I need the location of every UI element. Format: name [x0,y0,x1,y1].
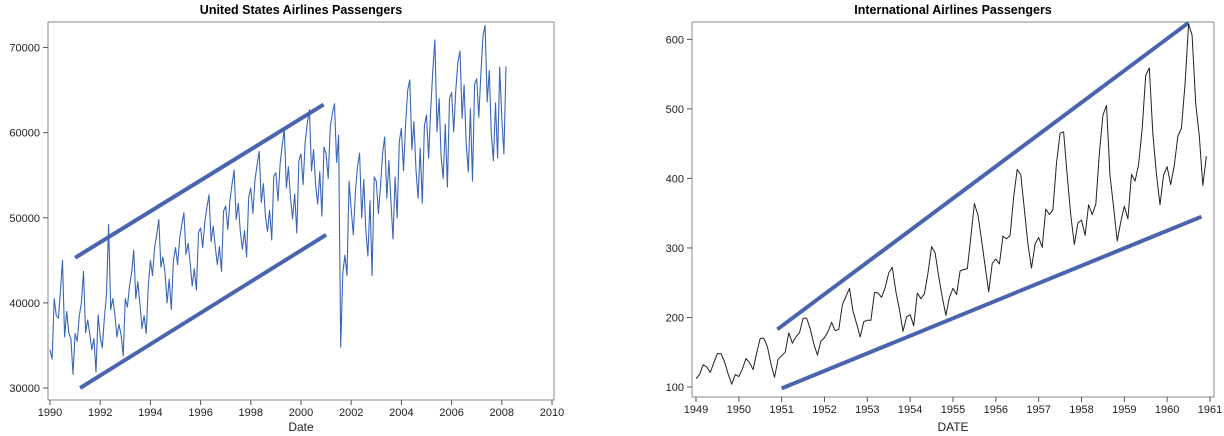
x-tick-label: 1957 [1026,404,1050,416]
x-tick-label: 2004 [389,407,413,419]
x-tick-label: 1955 [941,404,965,416]
x-tick-label: 1950 [727,404,751,416]
trend-lines [776,21,1203,391]
y-tick-label: 50000 [9,213,40,225]
x-tick-label: 1958 [1069,404,1093,416]
us-airlines-chart: United States Airlines Passengers 30000 4… [9,3,564,434]
x-tick-label: 1959 [1112,404,1136,416]
lower-trend-line [79,233,328,390]
x-tick-label: 2010 [540,407,564,419]
x-tick-label: 2006 [439,407,463,419]
x-tick-label: 1994 [138,407,162,419]
y-tick-label: 30000 [9,383,40,395]
lower-trend-line [780,214,1203,391]
trend-lines [74,102,328,390]
x-tick-label: 2002 [339,407,363,419]
y-tick-label: 40000 [9,298,40,310]
international-airlines-chart: International Airlines Passengers 100 200… [666,3,1223,434]
y-tick-label: 200 [666,312,684,324]
series-group [49,24,507,375]
y-tick-label: 300 [666,243,684,255]
x-tick-label: 1953 [855,404,879,416]
x-tick-label: 1951 [769,404,793,416]
y-tick-label: 100 [666,382,684,394]
x-tick-label: 2000 [289,407,313,419]
chart-title: United States Airlines Passengers [200,3,402,17]
x-tick-label: 1954 [898,404,922,416]
y-axis: 100 200 300 400 500 600 [666,34,692,394]
x-axis-label: DATE [937,420,968,434]
x-axis: 1990 1992 1994 1996 1998 2000 2002 2004 2006 2008… [38,400,564,419]
x-tick-label: 1996 [188,407,212,419]
x-tick-label: 2008 [490,407,514,419]
series-group [695,23,1207,385]
x-tick-label: 1960 [1155,404,1179,416]
upper-trend-line [74,102,325,260]
x-axis-label: Date [288,420,314,434]
plot-frame [47,21,555,401]
upper-trend-line [776,21,1190,331]
series-line [49,24,507,375]
plot-frame [691,21,1215,398]
y-tick-label: 400 [666,173,684,185]
x-tick-label: 1992 [88,407,112,419]
series-line [695,23,1207,385]
y-axis: 30000 40000 50000 60000 70000 [9,43,48,395]
x-tick-label: 1949 [684,404,708,416]
x-tick-label: 1961 [1198,404,1222,416]
y-tick-label: 500 [666,104,684,116]
x-tick-label: 1998 [239,407,263,419]
x-tick-label: 1956 [984,404,1008,416]
x-tick-label: 1990 [38,407,62,419]
y-tick-label: 600 [666,34,684,46]
x-axis: 1949 1950 1951 1952 1953 1954 1955 1956 1957 1958… [684,397,1222,416]
x-tick-label: 1952 [812,404,836,416]
chart-title: International Airlines Passengers [854,3,1052,17]
y-tick-label: 70000 [9,43,40,55]
y-tick-label: 60000 [9,128,40,140]
